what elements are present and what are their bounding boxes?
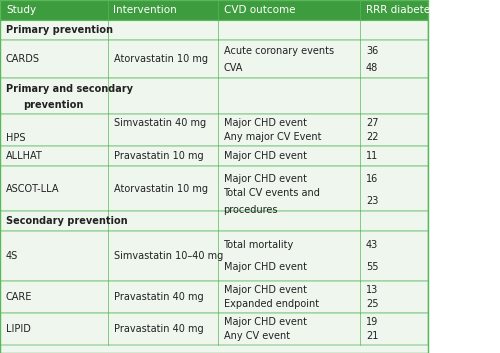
Bar [0,146,428,167]
Text: Any major CV Event: Any major CV Event [224,132,321,142]
Text: Pravastatin 10 mg: Pravastatin 10 mg [114,151,203,161]
Text: Major CHD event: Major CHD event [224,262,306,272]
Text: Simvastatin 10–40 mg: Simvastatin 10–40 mg [114,251,223,261]
Text: CARDS: CARDS [6,54,40,64]
Text: 19: 19 [366,317,378,327]
Text: 43: 43 [366,240,378,250]
Text: Pravastatin 40 mg: Pravastatin 40 mg [114,324,203,334]
Text: 25: 25 [366,299,378,309]
Text: 22: 22 [366,132,378,142]
Text: Atorvastatin 10 mg: Atorvastatin 10 mg [114,54,208,64]
Text: Major CHD event: Major CHD event [224,151,306,161]
Bar [0,0,428,353]
Text: Primary and secondary: Primary and secondary [6,84,133,94]
Text: Simvastatin 40 mg: Simvastatin 40 mg [114,118,206,128]
Text: 16: 16 [366,174,378,184]
Text: Primary prevention: Primary prevention [6,25,113,35]
Text: 4S: 4S [6,251,18,261]
Bar [0,313,428,345]
Text: Major CHD event: Major CHD event [224,174,306,184]
Text: Secondary prevention: Secondary prevention [6,216,128,226]
Text: 55: 55 [366,262,378,272]
Text: Expanded endpoint: Expanded endpoint [224,299,318,309]
Text: 21: 21 [366,331,378,341]
Text: 27: 27 [366,118,378,128]
Bar [0,0,428,353]
Text: RRR diabetes %: RRR diabetes % [366,5,449,15]
Text: 36: 36 [366,46,378,56]
Text: ASCOT-LLA: ASCOT-LLA [6,184,60,193]
Text: Pravastatin 40 mg: Pravastatin 40 mg [114,292,203,302]
Text: 48: 48 [366,62,378,73]
Text: LIPID: LIPID [6,324,31,334]
Bar [0,78,428,114]
Text: HPS: HPS [6,133,25,143]
Text: 13: 13 [366,285,378,295]
Text: CVD outcome: CVD outcome [224,5,295,15]
Bar [0,231,428,281]
Bar [0,114,428,146]
Bar [0,40,428,78]
Text: prevention: prevention [24,100,84,110]
Bar [0,281,428,313]
Text: ALLHAT: ALLHAT [6,151,43,161]
Text: Total CV events and: Total CV events and [224,188,320,198]
Text: Acute coronary events: Acute coronary events [224,46,334,56]
Text: Study: Study [6,5,36,15]
Text: Major CHD event: Major CHD event [224,317,306,327]
Text: procedures: procedures [224,205,278,215]
Bar [0,211,428,231]
Text: 23: 23 [366,196,378,207]
Bar [0,0,428,20]
Bar [0,20,428,40]
Bar [0,167,428,211]
Text: Atorvastatin 10 mg: Atorvastatin 10 mg [114,184,208,193]
Text: CVA: CVA [224,62,243,73]
Text: Any CV event: Any CV event [224,331,290,341]
Text: Intervention: Intervention [114,5,177,15]
Text: 11: 11 [366,151,378,161]
Text: Major CHD event: Major CHD event [224,285,306,295]
Text: Total mortality: Total mortality [224,240,294,250]
Text: CARE: CARE [6,292,32,302]
Text: Major CHD event: Major CHD event [224,118,306,128]
